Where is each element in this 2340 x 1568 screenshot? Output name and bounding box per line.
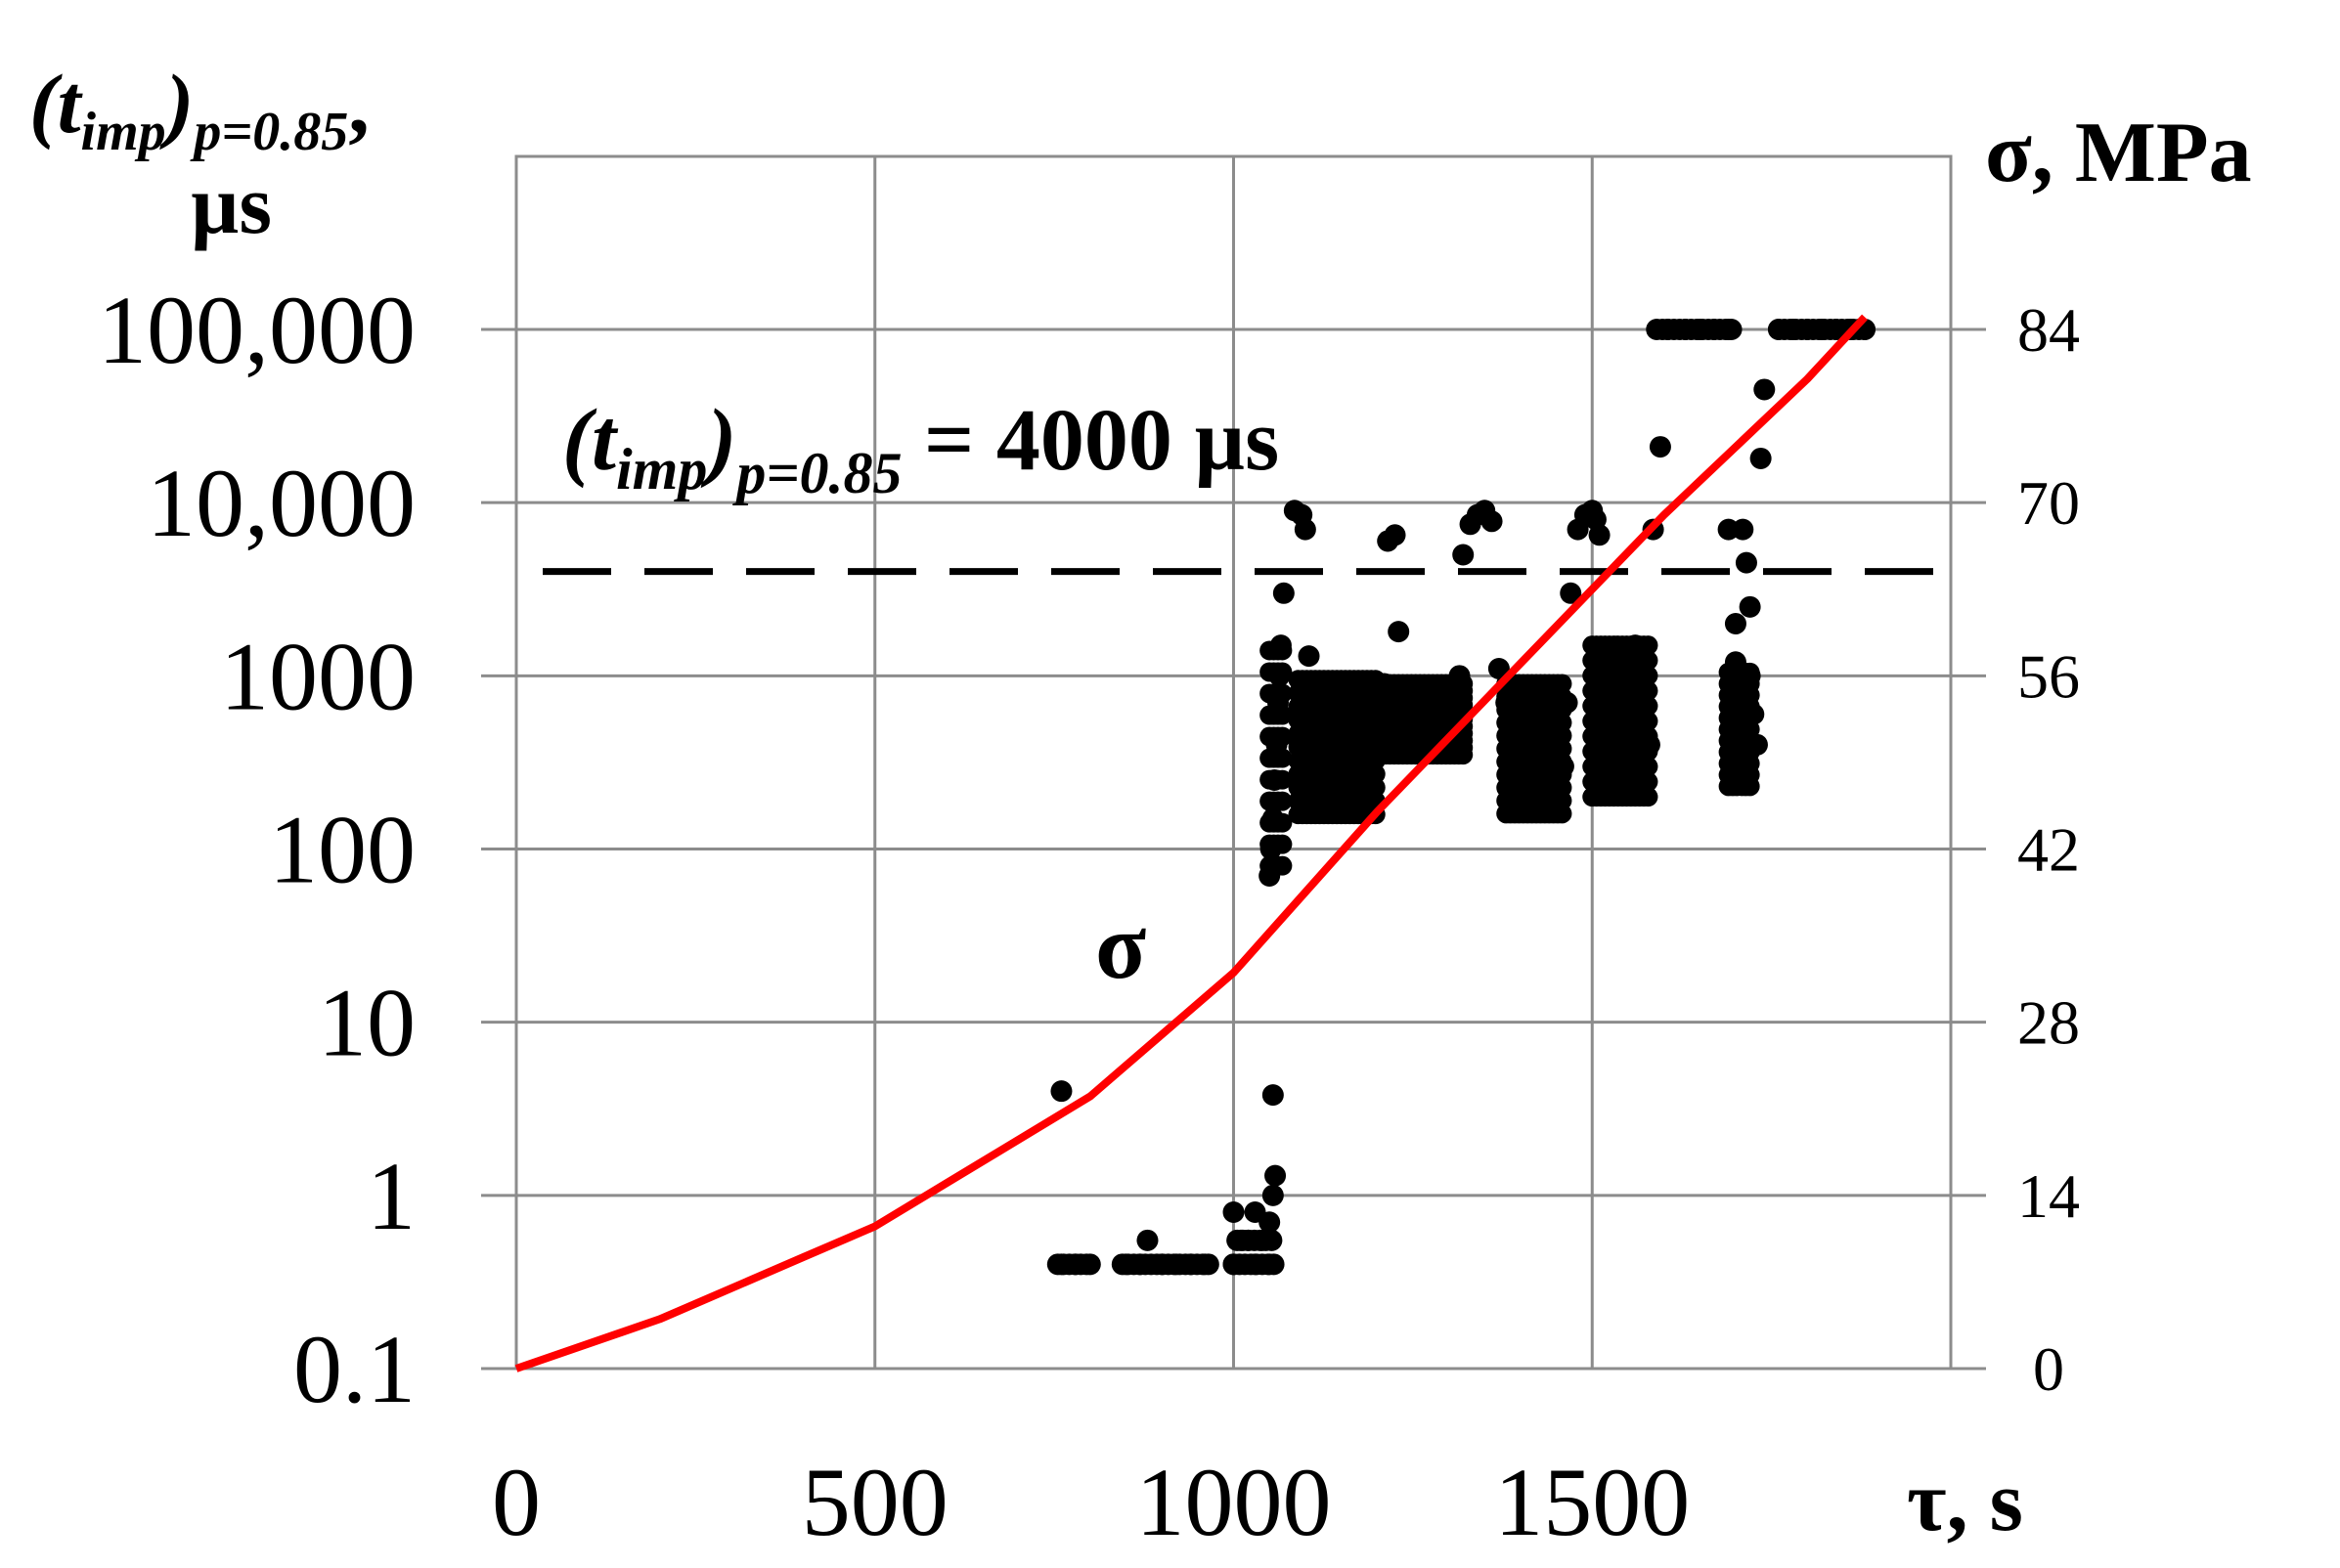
data-point xyxy=(1384,524,1406,546)
data-point xyxy=(1272,769,1293,790)
data-point xyxy=(1197,1253,1219,1276)
left-tick-label: 100 xyxy=(269,796,416,904)
data-point xyxy=(1638,757,1658,777)
data-point xyxy=(1294,518,1316,541)
sigma-curve-label: σ xyxy=(1095,893,1146,998)
data-point xyxy=(1261,1184,1284,1206)
data-point xyxy=(1588,524,1611,546)
data-point xyxy=(1076,1253,1098,1276)
data-point xyxy=(1649,436,1671,458)
data-point xyxy=(1638,666,1658,686)
right-tick-label: 42 xyxy=(2017,815,2080,885)
data-point xyxy=(1298,645,1320,668)
x-tick-label: 1500 xyxy=(1494,1448,1690,1556)
data-point xyxy=(1272,582,1295,604)
data-point xyxy=(1260,1229,1283,1251)
data-point xyxy=(1272,662,1293,682)
data-point xyxy=(1388,621,1410,643)
left-tick-label: 10,000 xyxy=(147,449,416,557)
data-point xyxy=(1638,650,1658,671)
data-point xyxy=(1560,582,1582,604)
data-point xyxy=(1272,855,1293,876)
x-tick-label: 0 xyxy=(492,1448,541,1556)
data-point xyxy=(1272,812,1293,833)
data-point xyxy=(1453,674,1474,694)
data-point xyxy=(1638,680,1658,701)
data-point xyxy=(1262,1253,1285,1276)
left-axis-unit: µs xyxy=(191,157,272,251)
x-axis-label: τ, s xyxy=(1907,1455,2023,1549)
data-point xyxy=(1272,748,1293,768)
data-point xyxy=(1638,711,1658,731)
data-point xyxy=(1735,551,1757,574)
right-tick-label: 70 xyxy=(2017,468,2080,538)
data-point xyxy=(1272,705,1293,725)
left-tick-label: 1000 xyxy=(220,622,416,730)
data-point xyxy=(1638,741,1658,762)
data-point xyxy=(1638,771,1658,792)
sigma-line xyxy=(514,314,1868,1372)
right-tick-label: 14 xyxy=(2017,1161,2080,1231)
right-tick-label: 56 xyxy=(2017,641,2080,711)
x-tick-label: 1000 xyxy=(1136,1448,1332,1556)
data-point xyxy=(1552,674,1572,694)
right-tick-label: 0 xyxy=(2033,1334,2064,1404)
data-point xyxy=(1724,613,1746,635)
data-point xyxy=(1365,777,1386,798)
right-axis-label: σ, MPa xyxy=(1985,106,2252,200)
data-point xyxy=(1739,595,1761,618)
data-point xyxy=(1749,447,1772,469)
data-point xyxy=(1487,657,1510,679)
data-point xyxy=(1480,510,1503,533)
data-point xyxy=(1264,1164,1287,1187)
data-point xyxy=(1222,1201,1245,1224)
data-point xyxy=(1136,1229,1159,1251)
data-point xyxy=(1258,1211,1281,1234)
data-point xyxy=(1050,1080,1073,1103)
data-point xyxy=(1272,834,1293,854)
data-point xyxy=(1753,378,1776,401)
data-point xyxy=(1732,518,1754,541)
plot-area-frame xyxy=(514,154,1953,1371)
sigma-curve xyxy=(514,314,1868,1372)
data-point xyxy=(1452,544,1475,566)
data-point xyxy=(1272,683,1293,704)
data-point xyxy=(1272,791,1293,811)
left-axis-label: (timp)p=0.85, xyxy=(29,57,370,162)
left-tick-label: 100,000 xyxy=(98,276,416,384)
x-axis-ticks: 0 500 1000 1500 xyxy=(492,1448,1690,1556)
left-tick-label: 10 xyxy=(318,969,416,1077)
left-tick-label: 0.1 xyxy=(293,1315,416,1423)
data-point xyxy=(1272,640,1293,661)
data-points xyxy=(1046,319,1876,1276)
data-point xyxy=(1272,726,1293,747)
data-point xyxy=(1261,1084,1284,1107)
threshold-label: (timp)p=0.85 = 4000 µs xyxy=(562,392,1279,505)
data-point xyxy=(1365,763,1386,784)
data-point xyxy=(1638,787,1658,807)
data-point xyxy=(1638,635,1658,656)
data-point xyxy=(1740,662,1760,682)
right-axis-ticks: 0 14 28 42 56 70 84 xyxy=(2017,295,2080,1404)
data-point xyxy=(1638,696,1658,717)
left-tick-label: 1 xyxy=(367,1142,416,1250)
x-tick-label: 500 xyxy=(802,1448,949,1556)
left-axis-ticks: 0.1 1 10 100 1000 10,000 100,000 xyxy=(98,276,416,1423)
right-tick-label: 28 xyxy=(2017,988,2080,1058)
right-tick-label: 84 xyxy=(2017,295,2080,365)
data-point xyxy=(1638,726,1658,747)
data-point xyxy=(1720,319,1743,340)
